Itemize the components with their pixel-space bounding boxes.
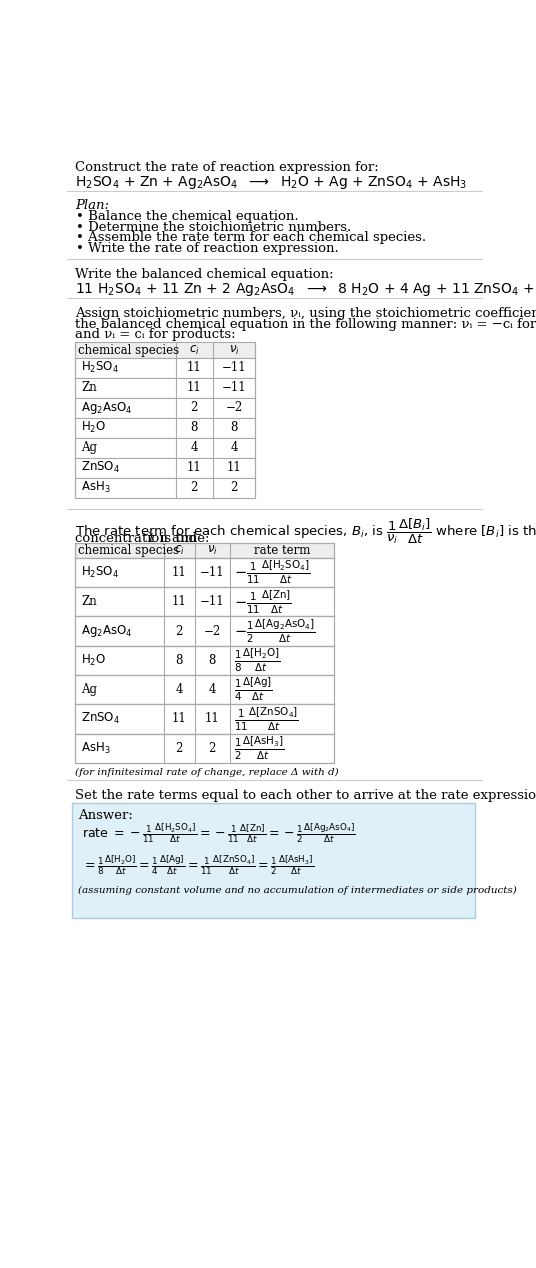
Bar (75, 558, 334, 587)
Bar (75, 543, 334, 558)
Bar (75, 358, 255, 378)
Text: −11: −11 (200, 596, 225, 609)
Text: 4: 4 (176, 683, 183, 696)
Text: $\mathrm{Ag_2AsO_4}$: $\mathrm{Ag_2AsO_4}$ (81, 399, 132, 416)
Text: $\mathrm{Ag_2AsO_4}$: $\mathrm{Ag_2AsO_4}$ (81, 623, 132, 639)
Text: 11: 11 (205, 713, 220, 725)
Text: (for infinitesimal rate of change, replace Δ with d): (for infinitesimal rate of change, repla… (75, 767, 338, 776)
Text: 11: 11 (187, 462, 202, 474)
Text: −2: −2 (225, 401, 243, 415)
Text: $c_i$: $c_i$ (189, 344, 199, 356)
Bar (75, 704, 334, 733)
Text: Answer:: Answer: (78, 809, 133, 822)
Text: Write the balanced chemical equation:: Write the balanced chemical equation: (75, 269, 333, 281)
Text: $\mathrm{H_2SO_4}$: $\mathrm{H_2SO_4}$ (81, 566, 119, 581)
Text: 4: 4 (190, 441, 198, 454)
Text: • Balance the chemical equation.: • Balance the chemical equation. (76, 210, 299, 223)
Text: 11: 11 (172, 596, 187, 609)
Bar (75, 418, 255, 437)
Text: $\mathrm{ZnSO_4}$: $\mathrm{ZnSO_4}$ (81, 711, 120, 727)
Text: −2: −2 (204, 625, 221, 638)
Text: 11: 11 (187, 361, 202, 374)
Text: Plan:: Plan: (75, 199, 109, 212)
Text: −11: −11 (222, 382, 247, 394)
Bar (75, 398, 255, 418)
Bar (75, 733, 334, 763)
Bar (75, 458, 255, 478)
Text: The rate term for each chemical species, $B_i$, is $\dfrac{1}{\nu_i}\dfrac{\Delt: The rate term for each chemical species,… (75, 516, 536, 545)
Text: Assign stoichiometric numbers, νᵢ, using the stoichiometric coefficients, cᵢ, fr: Assign stoichiometric numbers, νᵢ, using… (75, 307, 536, 320)
Text: $\frac{1}{4}\frac{\Delta[\mathrm{Ag}]}{\Delta t}$: $\frac{1}{4}\frac{\Delta[\mathrm{Ag}]}{\… (234, 676, 273, 704)
Bar (75, 478, 255, 498)
Bar (75, 675, 334, 704)
Bar (72, 803, 475, 918)
Text: $\mathrm{H_2SO_4}$ + Zn + $\mathrm{Ag_2AsO_4}$  $\longrightarrow$  $\mathrm{H_2O: $\mathrm{H_2SO_4}$ + Zn + $\mathrm{Ag_2A… (75, 175, 467, 191)
Text: −11: −11 (222, 361, 247, 374)
Text: 8: 8 (190, 421, 198, 435)
Text: concentration and: concentration and (75, 531, 201, 545)
Text: • Determine the stoichiometric numbers.: • Determine the stoichiometric numbers. (76, 221, 352, 233)
Text: 4: 4 (209, 683, 216, 696)
Text: rate $= -\frac{1}{11}\frac{\Delta[\mathrm{H_2SO_4}]}{\Delta t} = -\frac{1}{11}\f: rate $= -\frac{1}{11}\frac{\Delta[\mathr… (83, 822, 356, 844)
Text: chemical species: chemical species (78, 344, 179, 356)
Text: and νᵢ = cᵢ for products:: and νᵢ = cᵢ for products: (75, 328, 235, 341)
Text: rate term: rate term (254, 544, 310, 557)
Text: 2: 2 (176, 625, 183, 638)
Text: $\mathrm{H_2O}$: $\mathrm{H_2O}$ (81, 420, 106, 435)
Text: Ag: Ag (81, 441, 97, 454)
Text: $= \frac{1}{8}\frac{\Delta[\mathrm{H_2O}]}{\Delta t} = \frac{1}{4}\frac{\Delta[\: $= \frac{1}{8}\frac{\Delta[\mathrm{H_2O}… (83, 853, 315, 877)
Text: $-\frac{1}{2}\frac{\Delta[\mathrm{Ag_2AsO_4}]}{\Delta t}$: $-\frac{1}{2}\frac{\Delta[\mathrm{Ag_2As… (234, 618, 316, 645)
Text: $\frac{1}{2}\frac{\Delta[\mathrm{AsH_3}]}{\Delta t}$: $\frac{1}{2}\frac{\Delta[\mathrm{AsH_3}]… (234, 734, 285, 762)
Text: Ag: Ag (81, 683, 97, 696)
Text: $\frac{1}{8}\frac{\Delta[\mathrm{H_2O}]}{\Delta t}$: $\frac{1}{8}\frac{\Delta[\mathrm{H_2O}]}… (234, 647, 280, 675)
Text: • Assemble the rate term for each chemical species.: • Assemble the rate term for each chemic… (76, 232, 427, 245)
Text: $-\frac{1}{11}\frac{\Delta[\mathrm{Zn}]}{\Delta t}$: $-\frac{1}{11}\frac{\Delta[\mathrm{Zn}]}… (234, 588, 292, 615)
Text: $\mathrm{AsH_3}$: $\mathrm{AsH_3}$ (81, 481, 110, 496)
Text: $t$: $t$ (148, 531, 156, 545)
Bar (75, 616, 334, 645)
Text: $\mathrm{ZnSO_4}$: $\mathrm{ZnSO_4}$ (81, 460, 120, 476)
Text: 4: 4 (230, 441, 238, 454)
Text: (assuming constant volume and no accumulation of intermediates or side products): (assuming constant volume and no accumul… (78, 886, 517, 895)
Bar (75, 437, 255, 458)
Text: 2: 2 (176, 742, 183, 754)
Text: 11: 11 (227, 462, 241, 474)
Text: 11: 11 (172, 713, 187, 725)
Text: Zn: Zn (81, 382, 96, 394)
Text: $-\frac{1}{11}\frac{\Delta[\mathrm{H_2SO_4}]}{\Delta t}$: $-\frac{1}{11}\frac{\Delta[\mathrm{H_2SO… (234, 559, 311, 586)
Text: $c_i$: $c_i$ (174, 544, 185, 557)
Text: $\mathrm{AsH_3}$: $\mathrm{AsH_3}$ (81, 741, 110, 756)
Bar (75, 587, 334, 616)
Text: 2: 2 (230, 482, 237, 495)
Text: $\frac{1}{11}\frac{\Delta[\mathrm{ZnSO_4}]}{\Delta t}$: $\frac{1}{11}\frac{\Delta[\mathrm{ZnSO_4… (234, 705, 299, 733)
Text: 8: 8 (176, 654, 183, 667)
Text: Zn: Zn (81, 596, 96, 609)
Text: 8: 8 (230, 421, 237, 435)
Text: 8: 8 (209, 654, 216, 667)
Text: $\mathrm{H_2O}$: $\mathrm{H_2O}$ (81, 653, 106, 668)
Text: 11: 11 (172, 566, 187, 579)
Text: 11 $\mathrm{H_2SO_4}$ + 11 Zn + 2 $\mathrm{Ag_2AsO_4}$  $\longrightarrow$  8 $\m: 11 $\mathrm{H_2SO_4}$ + 11 Zn + 2 $\math… (75, 280, 536, 298)
Bar (75, 378, 255, 398)
Text: Construct the rate of reaction expression for:: Construct the rate of reaction expressio… (75, 161, 378, 174)
Text: the balanced chemical equation in the following manner: νᵢ = −cᵢ for reactants: the balanced chemical equation in the fo… (75, 318, 536, 331)
Text: 2: 2 (190, 482, 198, 495)
Text: 11: 11 (187, 382, 202, 394)
Text: Set the rate terms equal to each other to arrive at the rate expression:: Set the rate terms equal to each other t… (75, 789, 536, 801)
Text: 2: 2 (190, 401, 198, 415)
Text: $\mathrm{H_2SO_4}$: $\mathrm{H_2SO_4}$ (81, 360, 119, 375)
Text: $\nu_i$: $\nu_i$ (229, 344, 240, 356)
Text: chemical species: chemical species (78, 544, 179, 557)
Bar (75, 645, 334, 675)
Text: −11: −11 (200, 566, 225, 579)
Text: 2: 2 (209, 742, 216, 754)
Text: • Write the rate of reaction expression.: • Write the rate of reaction expression. (76, 242, 339, 255)
Bar (75, 342, 255, 358)
Text: $\nu_i$: $\nu_i$ (207, 544, 218, 557)
Text: is time:: is time: (156, 531, 210, 545)
